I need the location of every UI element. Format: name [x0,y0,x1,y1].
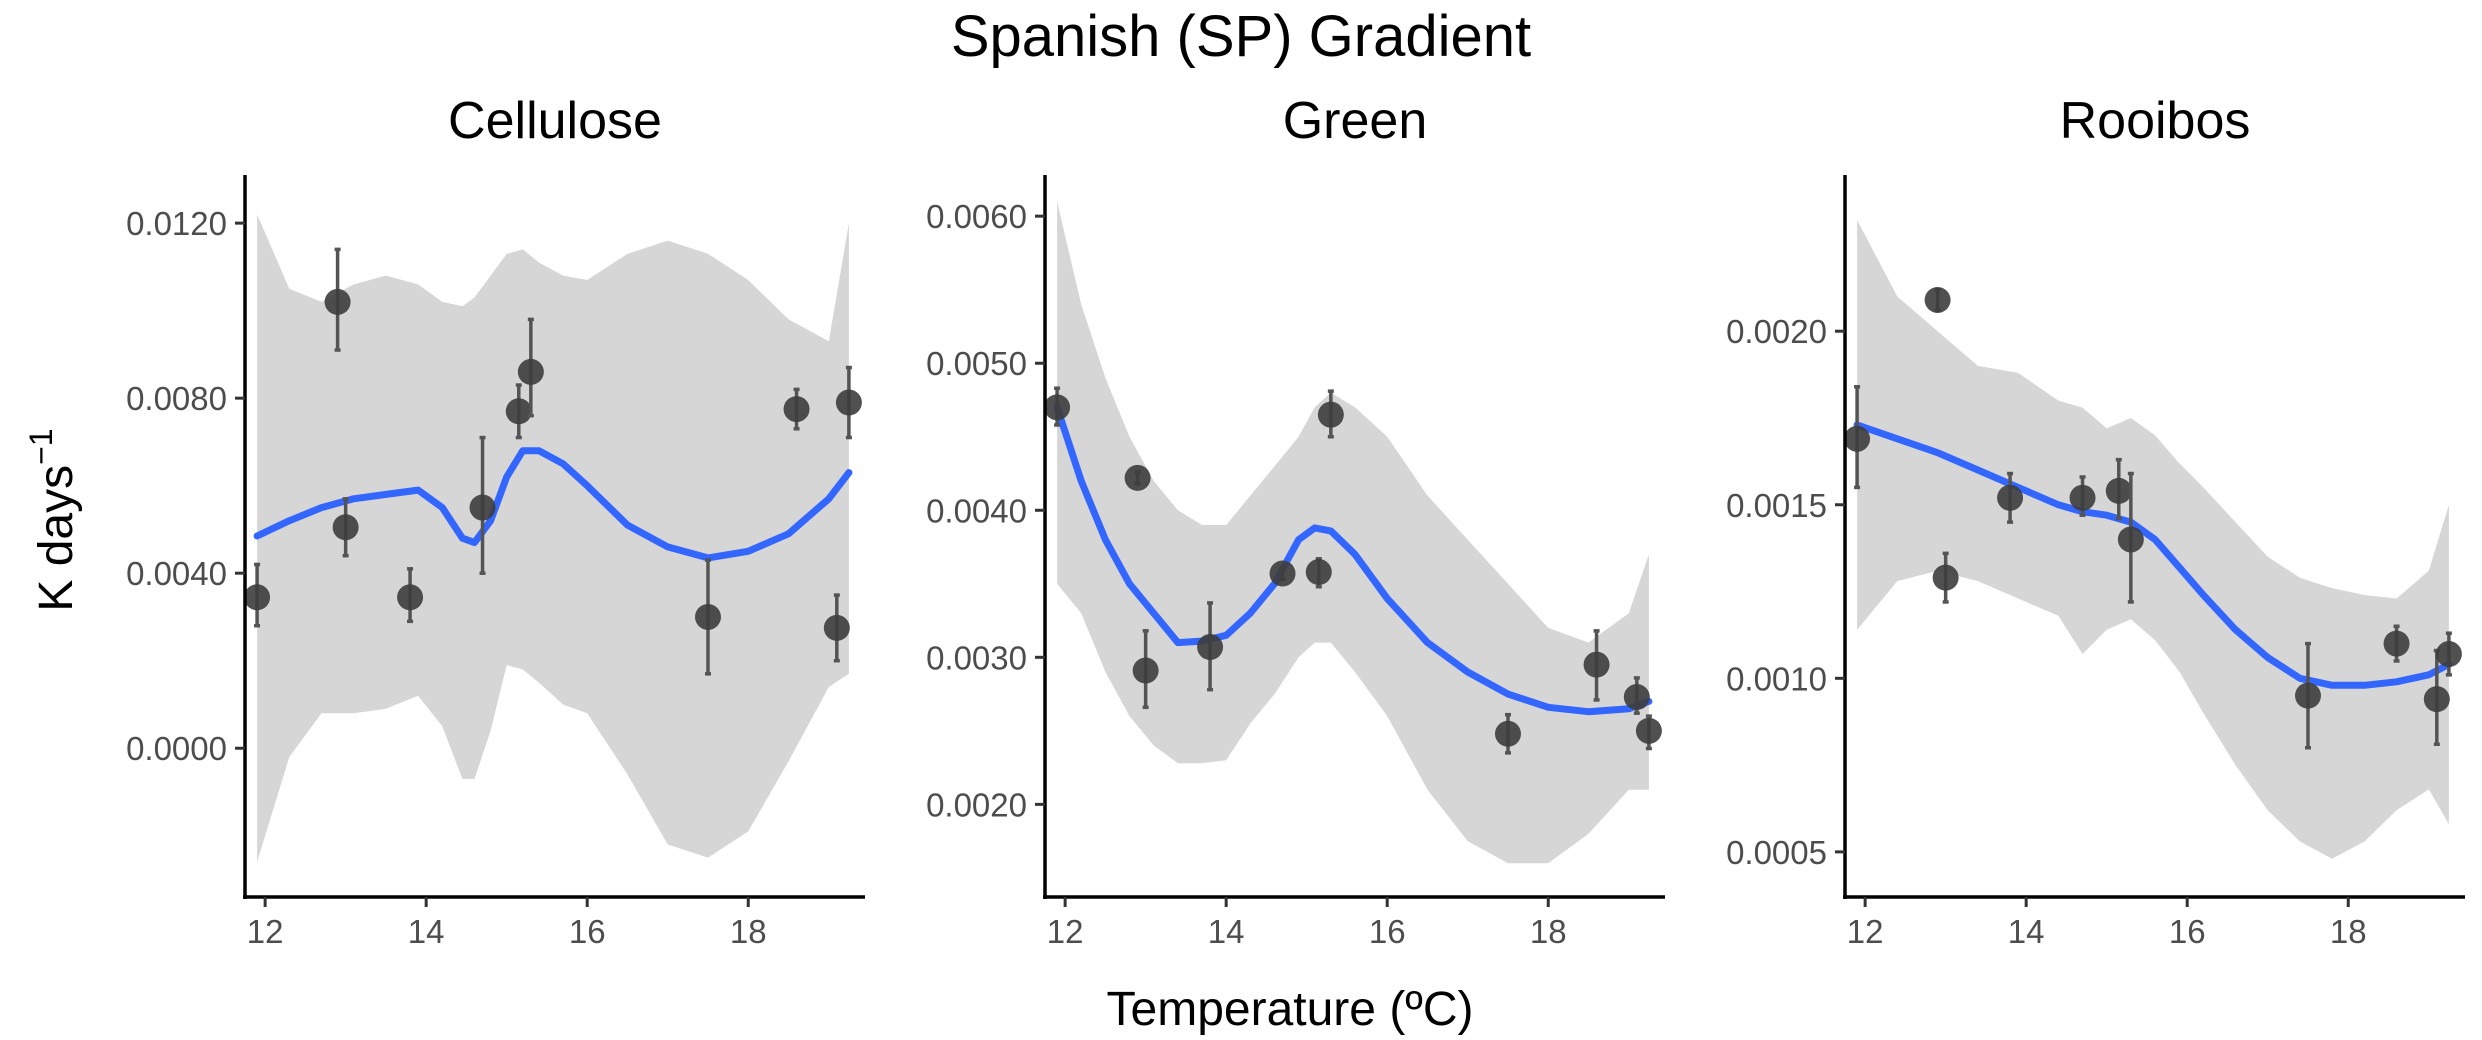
panel-cellulose: Cellulose 0.0000 0.0040 0.0080 0.0120 12 14 16 1… [126,92,865,950]
x-tick-label-cellulose: 18 [730,913,767,950]
y-tick-label-rooibos: 0.0010 [1726,660,1827,697]
smooth-line-cellulose [253,447,853,562]
data-point-green [1132,657,1159,684]
data-point-rooibos [2383,630,2410,657]
data-point-cellulose [505,398,532,425]
y-tick-label-rooibos: 0.0005 [1726,834,1827,871]
y-tick-label-green: 0.0060 [926,198,1027,235]
data-point-cellulose [694,603,721,630]
y-tick-label-rooibos: 0.0015 [1726,487,1827,524]
y-tick-label-cellulose: 0.0000 [126,730,227,767]
data-point-green [1305,559,1332,586]
y-tick-label-rooibos: 0.0020 [1726,313,1827,350]
y-axis-title: K days−1 [23,428,83,611]
x-tick-label-rooibos: 18 [2330,913,2367,950]
smooth-line-green [1053,403,1653,716]
x-tick-label-cellulose: 12 [247,913,284,950]
panel-rooibos: Rooibos 0.0005 0.0010 0.0015 0.0020 12 14 16 18 [1726,92,2465,950]
data-point-green [1197,634,1224,661]
data-point-rooibos [2294,682,2321,709]
x-tick-label-rooibos: 16 [2169,913,2206,950]
y-tick-label-cellulose: 0.0040 [126,555,227,592]
x-tick-label-rooibos: 12 [1847,913,1884,950]
y-tick-label-green: 0.0040 [926,492,1027,529]
data-point-rooibos [2069,484,2096,511]
data-point-cellulose [517,358,544,385]
data-point-cellulose [823,614,850,641]
y-tick-label-green: 0.0050 [926,345,1027,382]
facet-panels: Cellulose 0.0000 0.0040 0.0080 0.0120 12 14 16 1… [126,92,2465,950]
panel-title-rooibos: Rooibos [2060,92,2251,150]
y-tick-label-green: 0.0020 [926,786,1027,823]
data-point-cellulose [332,514,359,541]
smooth-line-rooibos [1853,421,2453,689]
x-tick-label-green: 14 [1208,913,1245,950]
y-tick-label-green: 0.0030 [926,639,1027,676]
x-tick-label-cellulose: 14 [408,913,445,950]
data-point-green [1124,464,1151,491]
x-tick-label-green: 12 [1047,913,1084,950]
data-point-cellulose [835,389,862,416]
figure-title: Spanish (SP) Gradient [951,4,1531,69]
data-point-rooibos [1997,484,2024,511]
data-point-green [1635,717,1662,744]
y-axis-title-superscript: −1 [23,428,59,464]
panel-title-green: Green [1283,92,1428,150]
data-point-green [1044,394,1071,421]
data-point-green [1269,560,1296,587]
data-point-cellulose [324,288,351,315]
y-tick-label-cellulose: 0.0080 [126,380,227,417]
x-axis-title: Temperature (ºC) [1107,983,1474,1036]
data-point-rooibos [2117,526,2144,553]
y-axis-title-text: K days [30,465,83,612]
panel-green: Green 0.0020 0.0030 0.0040 0.0050 0.0060 12 14 1… [926,92,1665,950]
data-point-cellulose [469,494,496,521]
data-point-rooibos [1924,286,1951,313]
data-point-rooibos [2423,686,2450,713]
x-tick-label-green: 16 [1369,913,1406,950]
data-point-green [1317,401,1344,428]
y-tick-label-cellulose: 0.0120 [126,205,227,242]
data-point-green [1623,684,1650,711]
data-point-cellulose [244,584,271,611]
data-point-rooibos [1844,425,1871,452]
confidence-ribbon-cellulose [257,214,849,862]
data-point-green [1583,651,1610,678]
data-point-rooibos [2105,477,2132,504]
data-point-rooibos [2435,641,2462,668]
x-tick-label-rooibos: 14 [2008,913,2045,950]
data-point-cellulose [397,584,424,611]
x-tick-label-green: 18 [1530,913,1567,950]
data-point-cellulose [783,396,810,423]
data-point-green [1494,720,1521,747]
data-point-rooibos [1932,564,1959,591]
panel-title-cellulose: Cellulose [448,92,662,150]
confidence-ribbon-green [1057,201,1649,864]
x-tick-label-cellulose: 16 [569,913,606,950]
